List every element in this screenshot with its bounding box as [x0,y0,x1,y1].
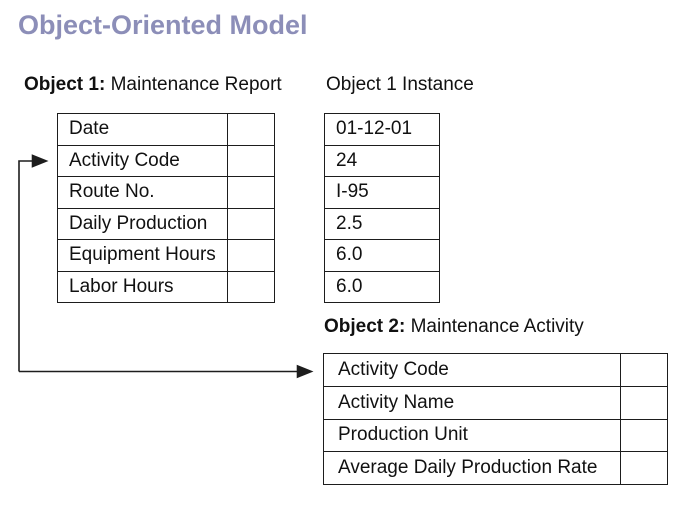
instance-value: 2.5 [336,212,363,234]
table-row: 24 [325,144,439,177]
table-row: Activity Name [324,385,667,419]
empty-value-cell [227,114,274,145]
empty-value-cell [620,452,667,484]
object1-header-label: Object 1: [24,74,106,95]
instance-value: 6.0 [336,275,363,297]
object1-header-name: Maintenance Report [110,74,282,95]
empty-value-cell [227,145,274,176]
table-row: Production Unit [324,418,667,452]
table-row: Activity Code [324,354,667,386]
field-label: Date [69,118,110,140]
field-label: Daily Production [69,212,208,234]
field-label: Route No. [69,181,155,203]
table-row: Activity Code [58,144,274,176]
field-label: Equipment Hours [69,244,216,266]
table-row: 6.0 [325,239,439,271]
empty-value-cell [620,386,667,419]
field-label: Production Unit [338,424,468,446]
object2-header: Object 2: Maintenance Activity [324,316,584,338]
table-row: 2.5 [325,207,439,240]
empty-value-cell [227,240,274,271]
instance-header: Object 1 Instance [326,74,474,95]
empty-value-cell [227,208,274,239]
object1-table: Date Activity Code Route No. Daily Produ… [57,113,275,303]
instance-value: 6.0 [336,244,363,266]
field-label: Labor Hours [69,275,174,297]
table-row: 6.0 [325,270,439,303]
instance-value: 01-12-01 [336,118,413,140]
object2-header-label: Object 2: [324,316,406,337]
object2-header-name: Maintenance Activity [410,316,584,337]
table-row: Route No. [58,176,274,208]
empty-value-cell [620,419,667,452]
page-title: Object-Oriented Model [18,10,308,40]
table-row: Labor Hours [58,270,274,302]
table-row: 01-12-01 [325,114,439,145]
table-row: I-95 [325,176,439,208]
object1-header: Object 1: Maintenance Report [24,74,282,96]
table-row: Average Daily Production Rate [324,451,667,484]
field-label: Activity Code [69,149,180,171]
table-row: Daily Production [58,207,274,239]
instance-value: 24 [336,149,358,171]
empty-value-cell [620,354,667,386]
field-label: Average Daily Production Rate [338,457,598,479]
table-row: Equipment Hours [58,239,274,271]
empty-value-cell [227,177,274,208]
field-label: Activity Name [338,391,455,413]
field-label: Activity Code [338,358,449,380]
instance-value: I-95 [336,181,369,203]
table-row: Date [58,114,274,145]
empty-value-cell [227,271,274,302]
object2-table: Activity Code Activity Name Production U… [323,353,668,485]
instance-table: 01-12-01 24 I-95 2.5 6.0 6.0 [324,113,440,303]
